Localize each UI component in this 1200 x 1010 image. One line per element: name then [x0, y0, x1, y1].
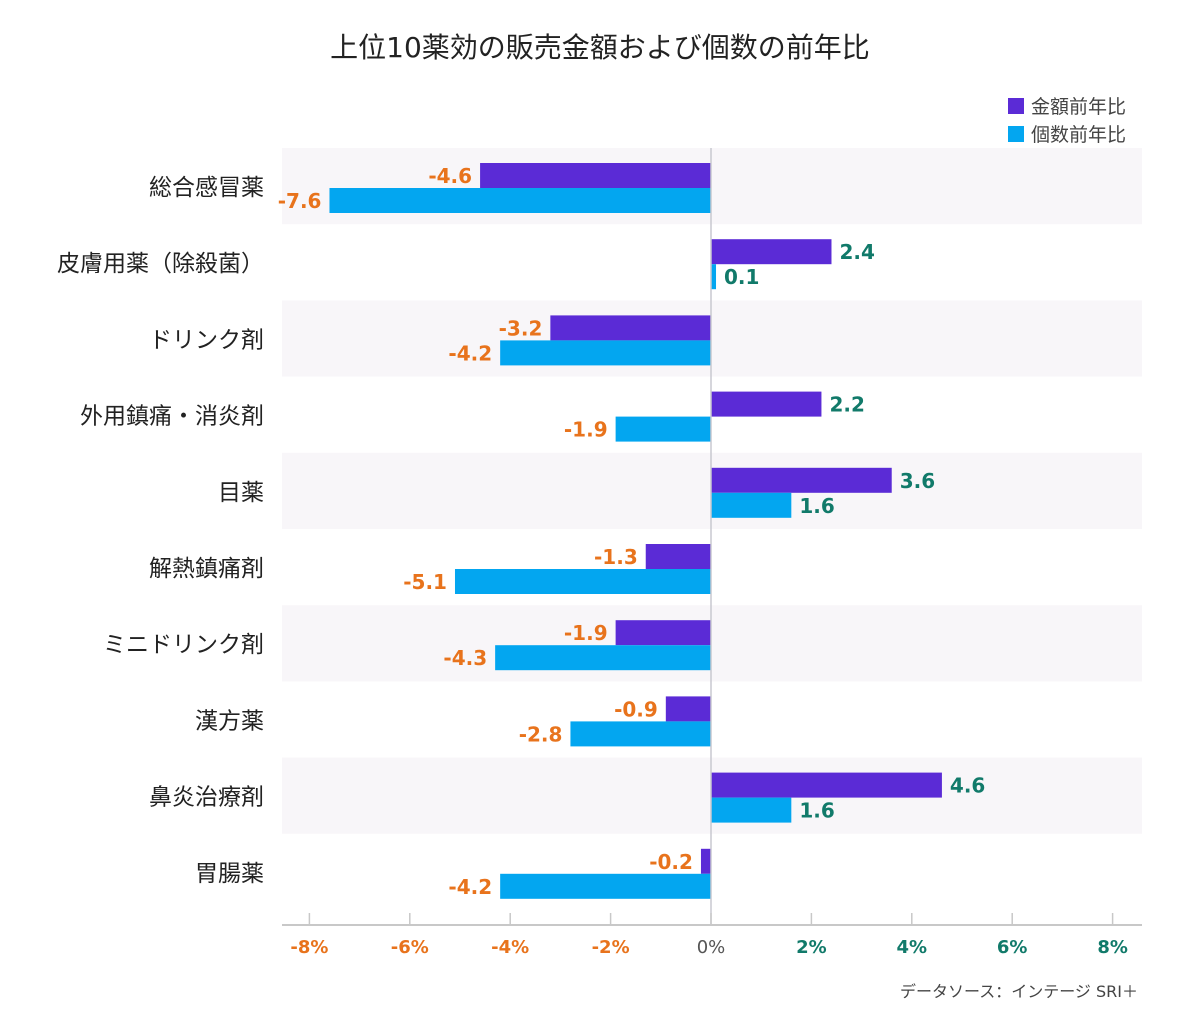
x-tick-label: 0% — [697, 937, 726, 958]
bar-count — [329, 188, 711, 213]
data-source: データソース：インテージ SRI＋ — [900, 982, 1138, 1001]
data-label: 2.4 — [839, 240, 874, 264]
row-band — [282, 300, 1142, 377]
legend-label: 個数前年比 — [1031, 124, 1127, 146]
legend-item-count: 個数前年比 — [1008, 120, 1126, 147]
bar-amount — [645, 544, 711, 569]
bar-amount — [615, 620, 711, 646]
category-label: 解熱鎮痛剤 — [149, 556, 264, 582]
data-label: -0.2 — [649, 850, 693, 874]
x-tick-label: 8% — [1097, 937, 1128, 958]
legend-swatch — [1008, 125, 1024, 142]
category-label: 鼻炎治療剤 — [149, 785, 264, 811]
category-label: ミニドリンク剤 — [103, 632, 264, 658]
bar-count — [711, 264, 717, 290]
category-label: 胃腸薬 — [195, 861, 264, 887]
x-tick-label: -8% — [290, 937, 328, 958]
category-label: 目薬 — [218, 480, 264, 506]
data-label: -1.9 — [564, 418, 608, 442]
data-label: -4.3 — [443, 646, 487, 670]
category-label: 総合感冒薬 — [149, 175, 264, 201]
bar-count — [615, 416, 711, 442]
data-label: 0.1 — [724, 265, 759, 289]
bar-count — [500, 873, 711, 899]
data-label: 1.6 — [799, 494, 834, 518]
data-label: 3.6 — [900, 469, 935, 493]
bar-amount — [665, 696, 711, 722]
data-label: 4.6 — [950, 774, 985, 798]
bar-count — [454, 569, 711, 594]
data-label: -2.8 — [519, 722, 563, 746]
bar-amount — [480, 163, 711, 188]
bar-amount — [711, 239, 832, 265]
category-label: 漢方薬 — [195, 708, 264, 734]
data-label: -1.3 — [594, 545, 638, 569]
bar-amount — [550, 315, 711, 341]
x-tick-label: 6% — [997, 937, 1028, 958]
data-label: -4.2 — [448, 341, 492, 365]
data-label: -7.6 — [278, 189, 322, 213]
x-tick-label: -2% — [592, 937, 630, 958]
legend-label: 金額前年比 — [1031, 96, 1127, 118]
chart-title: 上位10薬効の販売金額および個数の前年比 — [330, 31, 870, 64]
x-tick-label: 4% — [897, 937, 928, 958]
bar-count — [500, 340, 711, 366]
legend-item-amount: 金額前年比 — [1008, 92, 1126, 119]
x-tick-label: -6% — [391, 937, 429, 958]
bar-amount — [711, 391, 822, 417]
data-label: -1.9 — [564, 621, 608, 645]
data-label: -0.9 — [614, 697, 658, 721]
bar-count — [570, 721, 711, 747]
data-label: 1.6 — [799, 799, 834, 823]
data-label: -4.2 — [448, 875, 492, 899]
data-label: -5.1 — [403, 570, 447, 594]
data-label: -4.6 — [428, 164, 472, 188]
data-label: 2.2 — [829, 393, 864, 417]
legend-swatch — [1008, 97, 1024, 114]
row-band — [282, 605, 1142, 682]
bar-count — [711, 797, 792, 823]
x-tick-label: -4% — [491, 937, 529, 958]
data-label: -3.2 — [499, 316, 543, 340]
bar-amount — [700, 848, 711, 874]
x-tick-label: 2% — [796, 937, 827, 958]
bar-amount — [711, 772, 942, 798]
bar-count — [711, 492, 792, 518]
bar-count — [495, 645, 711, 671]
bar-amount — [711, 467, 892, 493]
category-label: ドリンク剤 — [149, 327, 264, 353]
category-label: 皮膚用薬（除殺菌） — [57, 251, 264, 277]
category-label: 外用鎮痛・消炎剤 — [80, 404, 264, 430]
